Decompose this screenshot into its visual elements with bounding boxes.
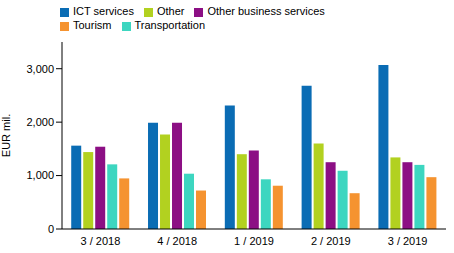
svg-text:1 / 2019: 1 / 2019 [234,235,274,247]
svg-text:3 / 2018: 3 / 2018 [81,235,121,247]
svg-text:4 / 2018: 4 / 2018 [157,235,197,247]
html-text:Other business services: Other business services [207,5,325,17]
html-text:Transportation: Transportation [134,19,205,31]
svg-text:0: 0 [48,223,54,235]
html-text:Tourism: Tourism [73,19,112,31]
svg-text:2,000: 2,000 [26,116,54,128]
svg-text:3,000: 3,000 [26,63,54,75]
svg-text:1,000: 1,000 [26,169,54,181]
html-text:Other: Other [156,5,185,17]
svg-text:EUR mil.: EUR mil. [8,114,12,157]
svg-text:3 / 2019: 3 / 2019 [388,235,428,247]
svg-text:2 / 2019: 2 / 2019 [311,235,351,247]
html-text:ICT services: ICT services [73,5,134,17]
